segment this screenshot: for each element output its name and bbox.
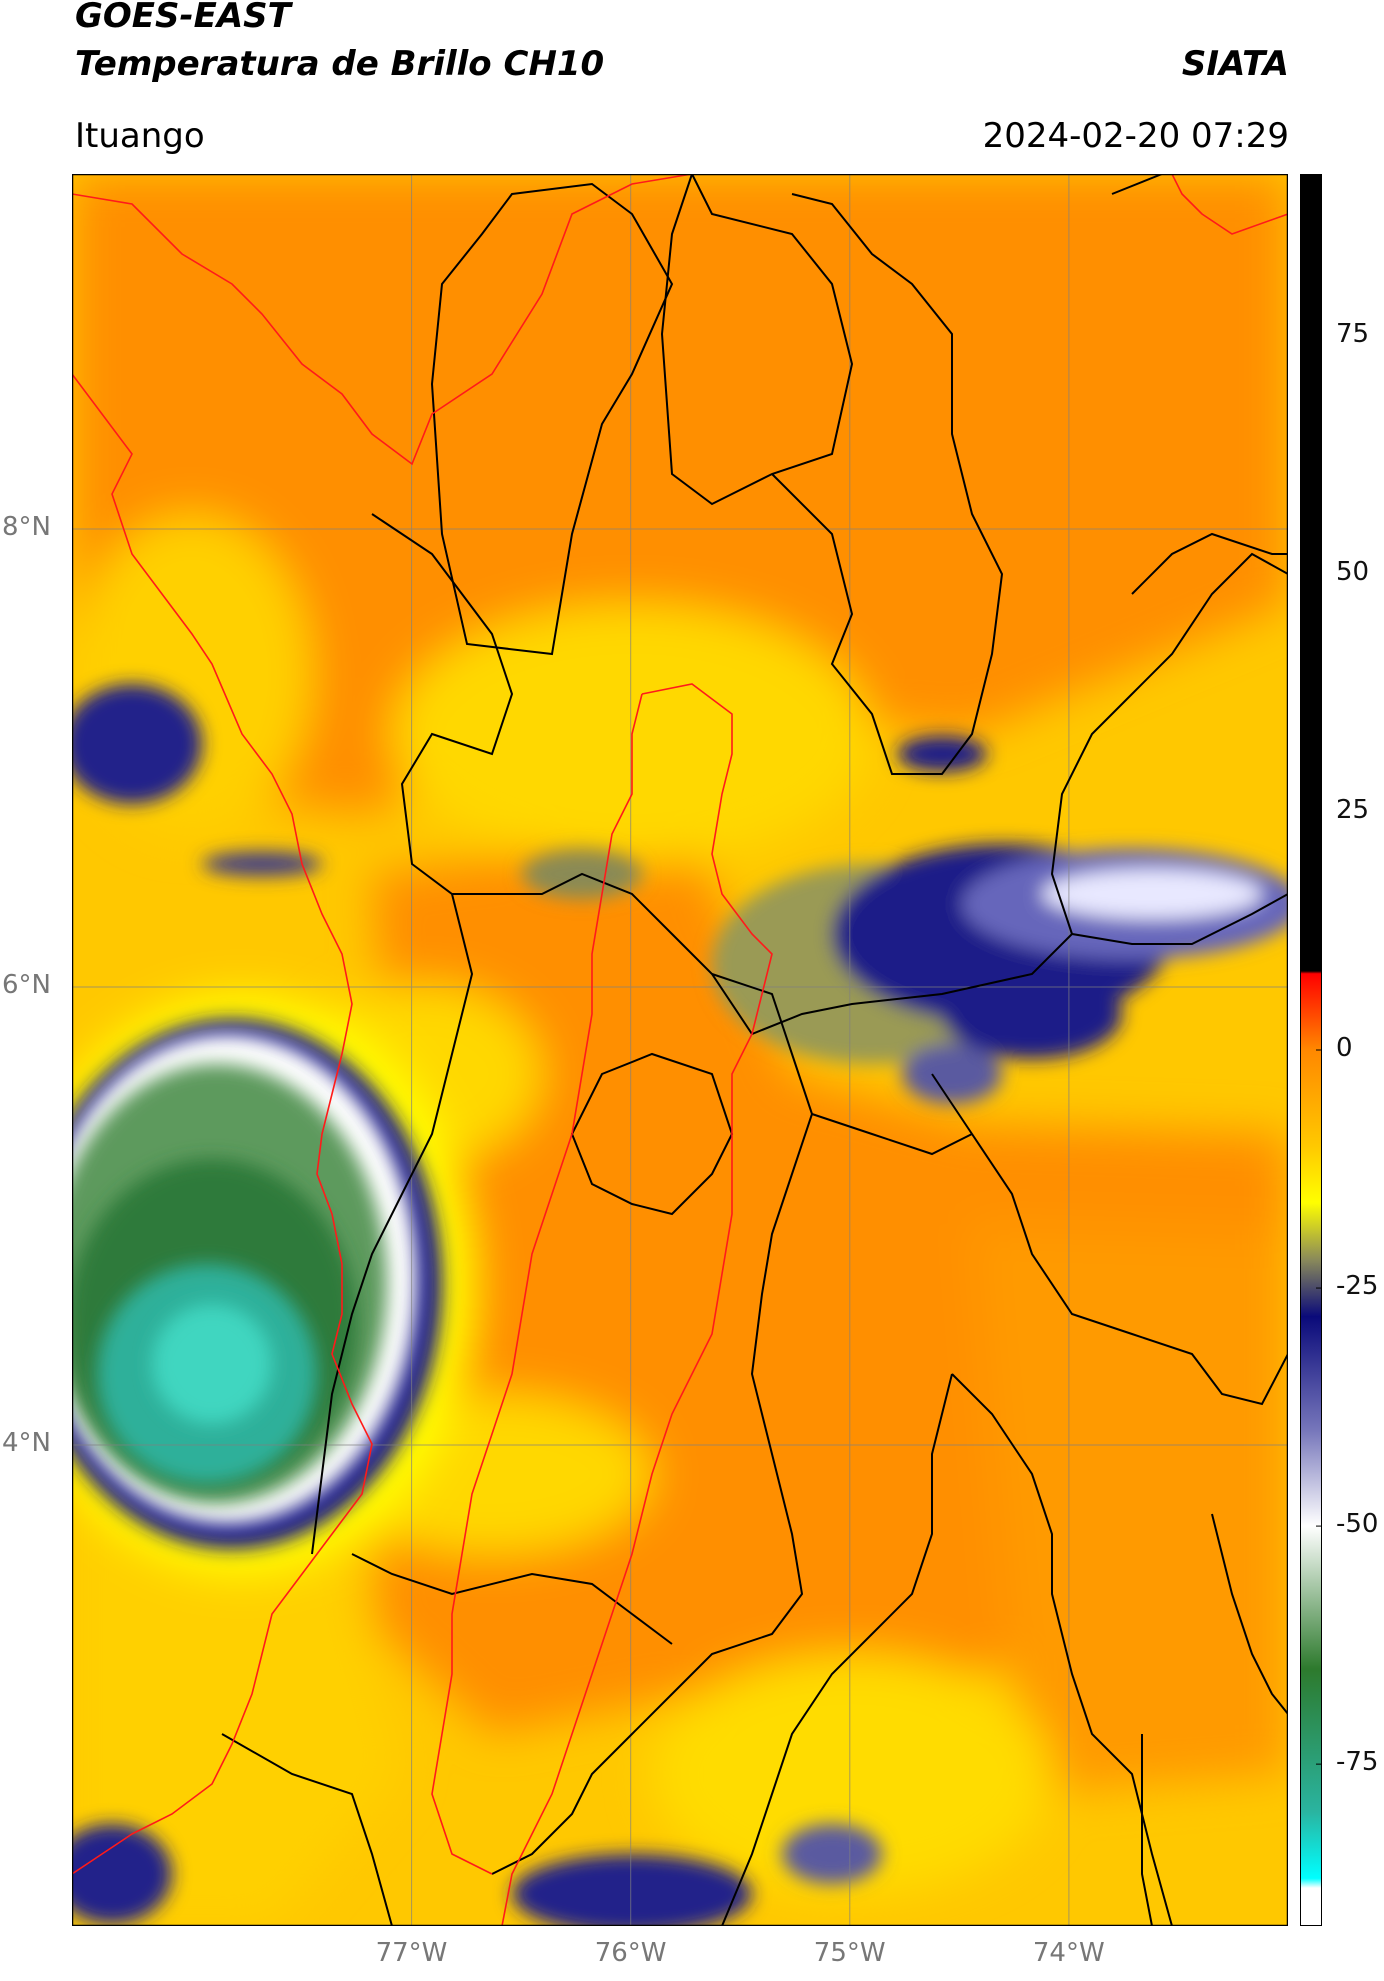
- colorbar-tick-label: 50: [1336, 556, 1370, 587]
- colorbar-tick-label: 25: [1336, 794, 1370, 825]
- coastline: [72, 174, 1288, 1926]
- map-frame: [72, 174, 1288, 1926]
- colorbar: [1300, 174, 1322, 1926]
- temperature-field: [72, 174, 1288, 1926]
- colorbar-tick-label: -25: [1336, 1271, 1379, 1302]
- longitude-tick-label: 76°W: [594, 1938, 667, 1968]
- location-label: Ituango: [75, 116, 205, 156]
- graticule: [72, 174, 1288, 1926]
- timestamp-label: 2024-02-20 07:29: [982, 116, 1289, 156]
- department-borders: [221, 174, 1288, 1926]
- brand-label: SIATA: [1181, 44, 1289, 84]
- colorbar-gradient: [1300, 174, 1322, 1926]
- latitude-tick-label: 4°N: [2, 1428, 51, 1459]
- colorbar-tick-label: 75: [1336, 318, 1370, 349]
- longitude-tick-label: 77°W: [375, 1938, 448, 1968]
- satellite-map: [72, 174, 1288, 1926]
- longitude-tick-label: 75°W: [813, 1938, 886, 1968]
- colorbar-tick-label: -50: [1336, 1509, 1379, 1540]
- chart-title-line1: GOES-EAST: [75, 0, 291, 36]
- latitude-tick-label: 8°N: [2, 511, 51, 542]
- longitude-tick-label: 74°W: [1032, 1938, 1105, 1968]
- colorbar-tick-label: -75: [1336, 1747, 1379, 1778]
- colorbar-tick-label: 0: [1336, 1033, 1353, 1063]
- chart-title-line2: Temperatura de Brillo CH10: [75, 44, 605, 84]
- latitude-tick-label: 6°N: [2, 970, 51, 1001]
